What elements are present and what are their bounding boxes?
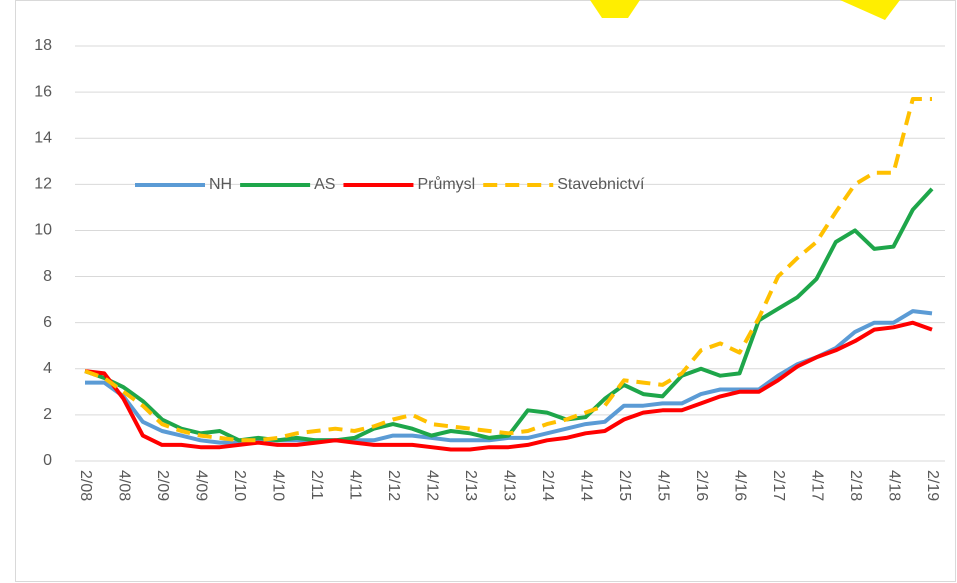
y-tick-label: 8 [43,268,52,285]
x-tick-label: 2/08 [77,470,94,501]
x-tick-label: 4/15 [654,470,671,501]
decoration [590,0,640,18]
y-tick-label: 2 [43,406,52,423]
y-tick-label: 6 [43,314,52,331]
x-tick-label: 4/11 [346,470,363,500]
x-tick-label: 4/16 [731,470,748,501]
legend-label: NH [209,176,232,193]
x-tick-label: 2/16 [693,470,710,501]
x-tick-label: 2/18 [847,470,864,501]
x-tick-label: 4/08 [115,470,132,501]
y-tick-label: 16 [34,83,52,100]
y-tick-label: 0 [43,452,52,469]
y-tick-label: 12 [34,176,52,193]
y-tick-label: 4 [43,360,52,377]
x-tick-label: 2/14 [539,470,556,501]
x-tick-label: 2/11 [308,470,325,500]
decoration [840,0,900,20]
x-tick-label: 2/19 [924,470,941,501]
x-tick-label: 2/13 [462,470,479,501]
x-tick-label: 4/14 [577,470,594,501]
x-tick-label: 2/15 [616,470,633,501]
x-tick-label: 2/12 [385,470,402,501]
legend-label: Průmysl [417,175,475,193]
x-tick-label: 4/10 [269,470,286,501]
series-line [84,187,934,443]
x-tick-label: 4/09 [192,470,209,501]
x-tick-label: 4/17 [808,470,825,501]
y-tick-label: 18 [34,37,52,54]
series-line [85,309,933,445]
legend-label: Stavebnictví [557,176,645,193]
x-tick-label: 4/13 [500,470,517,501]
x-tick-label: 2/17 [770,470,787,501]
legend-label: AS [314,176,335,193]
x-tick-label: 2/10 [231,470,248,501]
x-tick-label: 2/09 [154,470,171,501]
y-tick-label: 14 [34,129,52,146]
x-tick-label: 4/12 [423,470,440,501]
y-tick-label: 10 [34,222,52,239]
series-line [84,320,933,452]
chart-frame [15,0,956,582]
series-line [84,97,932,443]
x-tick-label: 4/18 [885,470,902,501]
